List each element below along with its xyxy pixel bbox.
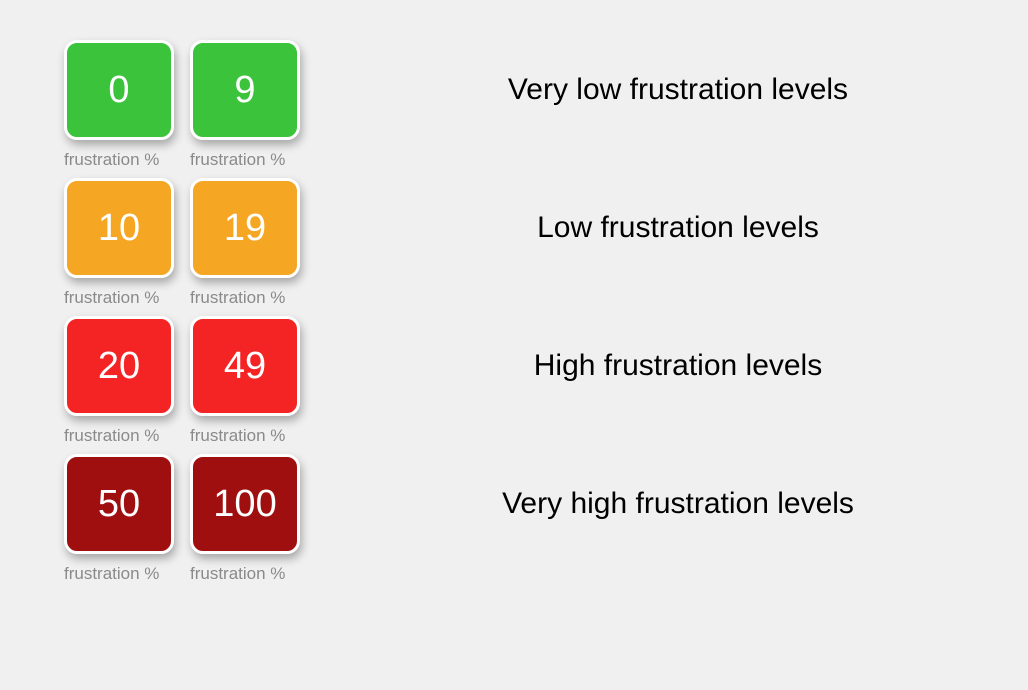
tile-group-low: 20 frustration % — [64, 316, 178, 450]
tile-group-high: 9 frustration % — [190, 40, 304, 174]
legend-row: 50 frustration % 100 frustration % Very … — [60, 450, 968, 588]
tile-caption: frustration % — [190, 150, 285, 170]
legend-row: 0 frustration % 9 frustration % Very low… — [60, 36, 968, 174]
tile-pair: 20 frustration % 49 frustration % — [60, 312, 308, 450]
row-label: High frustration levels — [308, 312, 968, 420]
tile-caption: frustration % — [190, 564, 285, 584]
tile-group-high: 19 frustration % — [190, 178, 304, 312]
tile-group-high: 49 frustration % — [190, 316, 304, 450]
tile-low-value: 10 — [64, 178, 174, 278]
row-label: Very low frustration levels — [308, 36, 968, 144]
row-label: Very high frustration levels — [308, 450, 968, 558]
tile-low-value: 0 — [64, 40, 174, 140]
tile-high-value: 100 — [190, 454, 300, 554]
tile-pair: 10 frustration % 19 frustration % — [60, 174, 308, 312]
tile-caption: frustration % — [64, 288, 159, 308]
tile-group-high: 100 frustration % — [190, 454, 304, 588]
tile-pair: 50 frustration % 100 frustration % — [60, 450, 308, 588]
legend-row: 20 frustration % 49 frustration % High f… — [60, 312, 968, 450]
tile-group-low: 0 frustration % — [64, 40, 178, 174]
tile-caption: frustration % — [64, 150, 159, 170]
tile-low-value: 20 — [64, 316, 174, 416]
tile-high-value: 9 — [190, 40, 300, 140]
tile-high-value: 19 — [190, 178, 300, 278]
tile-pair: 0 frustration % 9 frustration % — [60, 36, 308, 174]
tile-caption: frustration % — [190, 288, 285, 308]
tile-caption: frustration % — [64, 426, 159, 446]
tile-group-low: 10 frustration % — [64, 178, 178, 312]
tile-caption: frustration % — [64, 564, 159, 584]
tile-group-low: 50 frustration % — [64, 454, 178, 588]
frustration-legend: 0 frustration % 9 frustration % Very low… — [60, 36, 968, 588]
row-label: Low frustration levels — [308, 174, 968, 282]
tile-high-value: 49 — [190, 316, 300, 416]
tile-caption: frustration % — [190, 426, 285, 446]
tile-low-value: 50 — [64, 454, 174, 554]
legend-row: 10 frustration % 19 frustration % Low fr… — [60, 174, 968, 312]
